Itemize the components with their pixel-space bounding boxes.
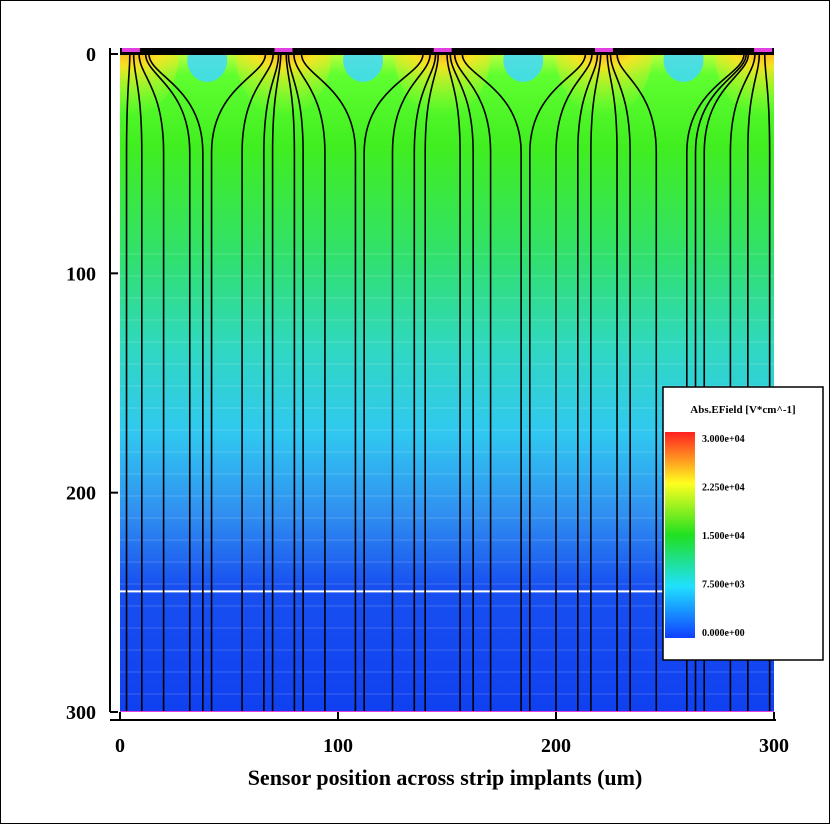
strip-implant-1: [274, 48, 293, 52]
field-line-17: [446, 53, 461, 712]
field-line-26: [609, 53, 631, 712]
field-line-28: [686, 53, 745, 712]
colorbar-legend: Abs.EField [V*cm^-1] 3.000e+04 2.250e+04 1…: [662, 386, 824, 661]
field-line-29: [694, 53, 748, 712]
strip-implant-4: [754, 48, 773, 52]
interstrip-lowfield-1: [343, 48, 384, 82]
field-line-14: [391, 53, 431, 712]
field-line-22: [555, 53, 593, 712]
colorbar-gradient: [665, 432, 695, 638]
x-tick-label-3: 300: [759, 735, 789, 757]
field-line-11: [293, 53, 326, 712]
interstrip-lowfield-0: [187, 48, 228, 82]
field-line-32: [747, 53, 761, 712]
field-line-15: [413, 53, 437, 712]
field-line-4: [148, 53, 204, 712]
field-line-27: [616, 53, 658, 712]
field-line-1: [132, 53, 143, 712]
strip-implant-3: [594, 48, 613, 52]
field-line-20: [461, 53, 522, 712]
x-axis-label: Sensor position across strip implants (u…: [248, 765, 643, 790]
field-line-12: [300, 53, 357, 712]
x-tick-label-1: 100: [323, 735, 353, 757]
field-line-33: [763, 53, 771, 712]
field-line-18: [449, 53, 474, 712]
x-tick-label-2: 200: [541, 735, 571, 757]
y-tick-label-2: 200: [66, 483, 96, 505]
field-line-9: [285, 53, 296, 712]
strip-implants: [121, 48, 773, 52]
colorbar-tick-label-3: 7.500e+03: [702, 580, 745, 591]
legend-title: Abs.EField [V*cm^-1]: [690, 404, 795, 416]
interstrip-lowfield-2: [503, 48, 544, 82]
field-line-13: [363, 53, 424, 712]
colorbar-ticks: 3.000e+04 2.250e+04 1.500e+04 7.500e+03 0.00…: [702, 434, 745, 639]
field-line-25: [606, 53, 618, 712]
field-line-7: [263, 53, 280, 712]
field-line-8: [271, 53, 282, 712]
y-tick-label-0: 0: [86, 44, 96, 66]
strip-implant-2: [433, 48, 452, 52]
strip-implant-0: [121, 48, 140, 52]
colorbar-tick-label-2: 1.500e+04: [702, 531, 745, 542]
field-line-16: [424, 53, 440, 712]
colorbar-tick-label-0: 3.000e+04: [702, 434, 745, 445]
field-line-6: [241, 53, 274, 712]
field-line-3: [144, 53, 191, 712]
colorbar-tick-label-4: 0.000e+00: [702, 628, 745, 639]
x-ticks: 0 100 200 300: [115, 712, 789, 757]
field-line-31: [729, 53, 756, 712]
colorbar-tick-label-1: 2.250e+04: [702, 483, 745, 494]
axes: [109, 48, 776, 721]
interstrip-lowfield-3: [663, 48, 704, 82]
y-ticks: 0 100 200 300: [66, 44, 118, 724]
heatmap-plot-area: [120, 48, 774, 712]
strip-hotspot-1: [235, 48, 332, 116]
y-tick-label-1: 100: [66, 263, 96, 285]
field-lines: [125, 53, 771, 712]
field-line-19: [453, 53, 492, 712]
field-line-30: [703, 53, 750, 712]
x-tick-label-0: 0: [115, 735, 125, 757]
field-line-21: [529, 53, 587, 712]
field-line-0: [125, 53, 131, 712]
field-line-10: [287, 53, 304, 712]
field-line-24: [590, 53, 602, 712]
backplane-layer: [120, 711, 774, 712]
field-line-5: [210, 53, 267, 712]
field-line-2: [138, 53, 165, 712]
field-line-23: [577, 53, 599, 712]
y-tick-label-3: 300: [66, 702, 96, 724]
